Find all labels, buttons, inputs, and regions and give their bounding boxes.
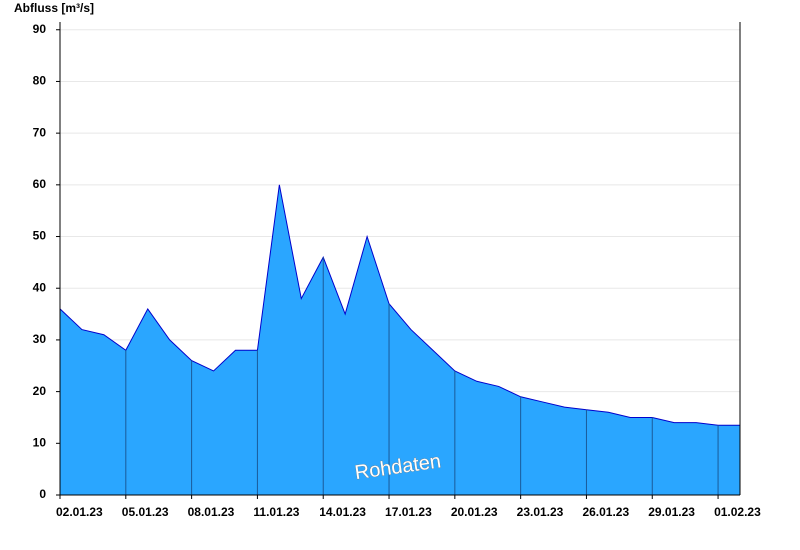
area [60, 184, 740, 495]
x-tick-label: 29.01.23 [648, 505, 695, 519]
y-tick-label: 10 [33, 435, 47, 449]
y-tick-label: 70 [33, 125, 47, 139]
y-tick-label: 60 [33, 177, 47, 191]
y-tick-label: 30 [33, 332, 47, 346]
x-tick-label: 26.01.23 [582, 505, 629, 519]
x-tick-label: 14.01.23 [319, 505, 366, 519]
y-tick-label: 90 [33, 22, 47, 36]
x-tick-label: 05.01.23 [122, 505, 169, 519]
x-tick-label: 08.01.23 [188, 505, 235, 519]
y-tick-label: 80 [33, 74, 47, 88]
x-tick-label: 23.01.23 [517, 505, 564, 519]
y-tick-label: 20 [33, 384, 47, 398]
x-tick-label: 01.02.23 [714, 505, 761, 519]
x-tick-label: 11.01.23 [253, 505, 299, 519]
y-tick-label: 0 [39, 487, 46, 501]
y-tick-label: 40 [33, 280, 47, 294]
y-axis-label: Abfluss [m³/s] [14, 1, 94, 15]
x-tick-label: 02.01.23 [56, 505, 103, 519]
x-tick-label: 17.01.23 [385, 505, 432, 519]
y-tick-label: 50 [33, 229, 47, 243]
line [59, 184, 740, 426]
x-tick-label: 20.01.23 [451, 505, 498, 519]
